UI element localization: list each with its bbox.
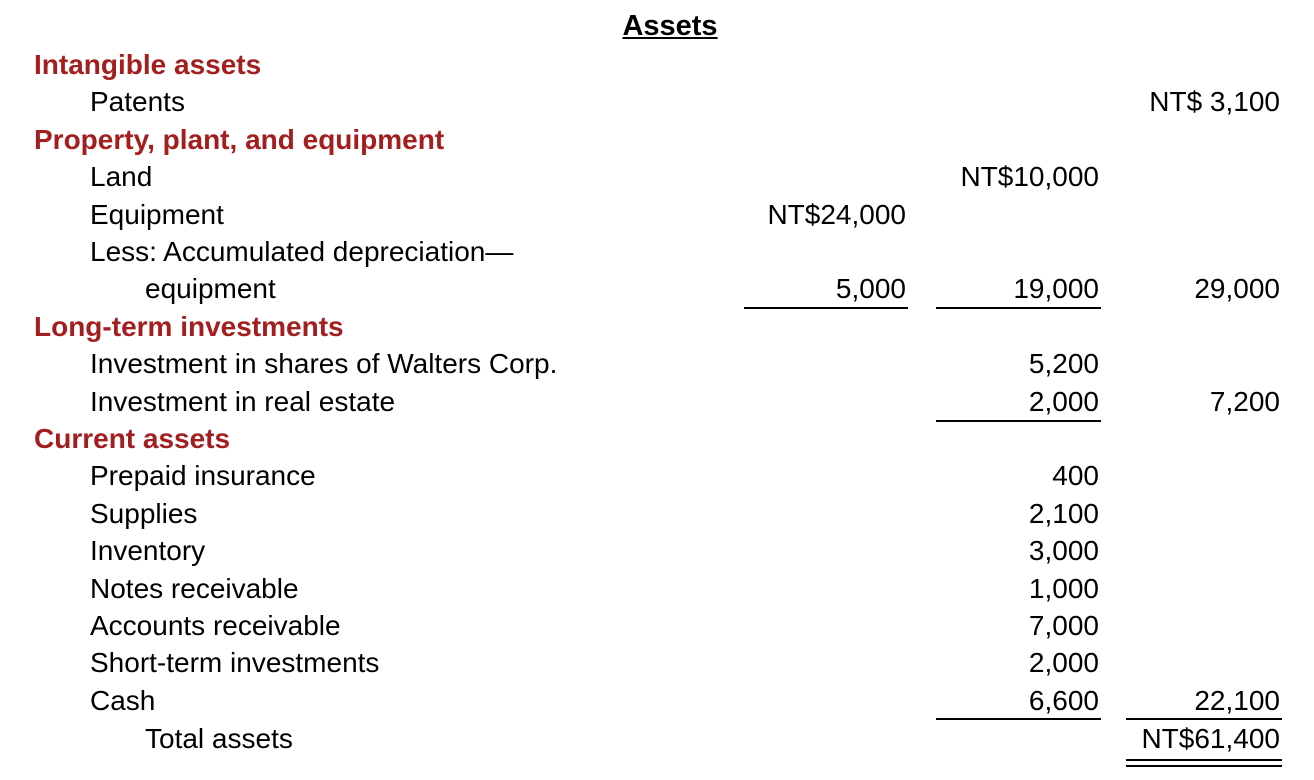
line-label: Prepaid insurance: [90, 460, 316, 491]
section-total: 7,200: [1209, 386, 1280, 417]
line-item-short-term-investments: Short-term investments 2,000: [0, 644, 1314, 681]
line-amount: 1,000: [1028, 573, 1099, 604]
section-ppe: Property, plant, and equipment: [0, 121, 1314, 158]
line-item-accum-depr: Less: Accumulated depreciation—: [0, 233, 1314, 270]
line-item-patents: Patents NT$ 3,100: [0, 83, 1314, 120]
line-amount: 5,200: [1028, 348, 1099, 379]
line-amount: 7,000: [1028, 610, 1099, 641]
line-label: equipment: [145, 273, 276, 304]
line-amount: NT$10,000: [960, 161, 1099, 192]
line-label: Land: [90, 161, 153, 192]
line-amount: 2,100: [1028, 498, 1099, 529]
line-label: Inventory: [90, 535, 206, 566]
underline-rule: [936, 420, 1101, 422]
section-total: NT$ 3,100: [1149, 86, 1280, 117]
underline-rule: [744, 307, 908, 309]
section-investments: Long-term investments: [0, 308, 1314, 345]
line-label: Accounts receivable: [90, 610, 341, 641]
section-heading: Property, plant, and equipment: [34, 124, 445, 155]
line-amount: NT$24,000: [767, 199, 906, 230]
line-item-inventory: Inventory 3,000: [0, 532, 1314, 569]
line-label: Investment in shares of Walters Corp.: [90, 348, 558, 379]
line-item-real-estate: Investment in real estate 2,000 7,200: [0, 383, 1314, 420]
section-total: 29,000: [1194, 273, 1280, 304]
double-underline-rule: [1126, 765, 1282, 767]
section-total: 22,100: [1194, 685, 1280, 716]
double-underline-rule: [1126, 759, 1282, 761]
section-current: Current assets: [0, 420, 1314, 457]
line-item-land: Land NT$10,000: [0, 158, 1314, 195]
line-label: Investment in real estate: [90, 386, 396, 417]
line-item-cash: Cash 6,600 22,100: [0, 682, 1314, 719]
line-label: Notes receivable: [90, 573, 299, 604]
line-item-walters: Investment in shares of Walters Corp. 5,…: [0, 345, 1314, 382]
line-item-accounts-receivable: Accounts receivable 7,000: [0, 607, 1314, 644]
underline-rule: [1126, 718, 1282, 720]
line-label: Short-term investments: [90, 647, 380, 678]
section-heading: Current assets: [34, 423, 231, 454]
section-intangible: Intangible assets: [0, 46, 1314, 83]
line-amount: 2,000: [1028, 386, 1099, 417]
line-amount: 3,000: [1028, 535, 1099, 566]
line-label: Cash: [90, 685, 156, 716]
line-item-notes-receivable: Notes receivable 1,000: [0, 570, 1314, 607]
line-label: Total assets: [145, 723, 293, 754]
line-item-equipment: Equipment NT$24,000: [0, 196, 1314, 233]
line-amount: 400: [1052, 460, 1099, 491]
section-heading: Long-term investments: [34, 311, 344, 342]
line-amount: 6,600: [1028, 685, 1099, 716]
underline-rule: [936, 307, 1101, 309]
line-label: Patents: [90, 86, 185, 117]
line-amount: 2,000: [1028, 647, 1099, 678]
line-item-prepaid-insurance: Prepaid insurance 400: [0, 457, 1314, 494]
underline-rule: [936, 718, 1101, 720]
grand-total: NT$61,400: [1141, 723, 1280, 754]
line-item-supplies: Supplies 2,100: [0, 495, 1314, 532]
line-label: Supplies: [90, 498, 198, 529]
line-item-accum-depr-equipment: equipment 5,000 19,000 29,000: [0, 270, 1314, 307]
section-heading: Intangible assets: [34, 49, 262, 80]
depreciation-amount: 5,000: [835, 273, 906, 304]
net-amount: 19,000: [1013, 273, 1099, 304]
line-label: Equipment: [90, 199, 224, 230]
line-label: Less: Accumulated depreciation—: [90, 236, 514, 267]
line-item-total-assets: Total assets NT$61,400: [0, 720, 1314, 757]
page-title: Assets: [622, 10, 718, 42]
